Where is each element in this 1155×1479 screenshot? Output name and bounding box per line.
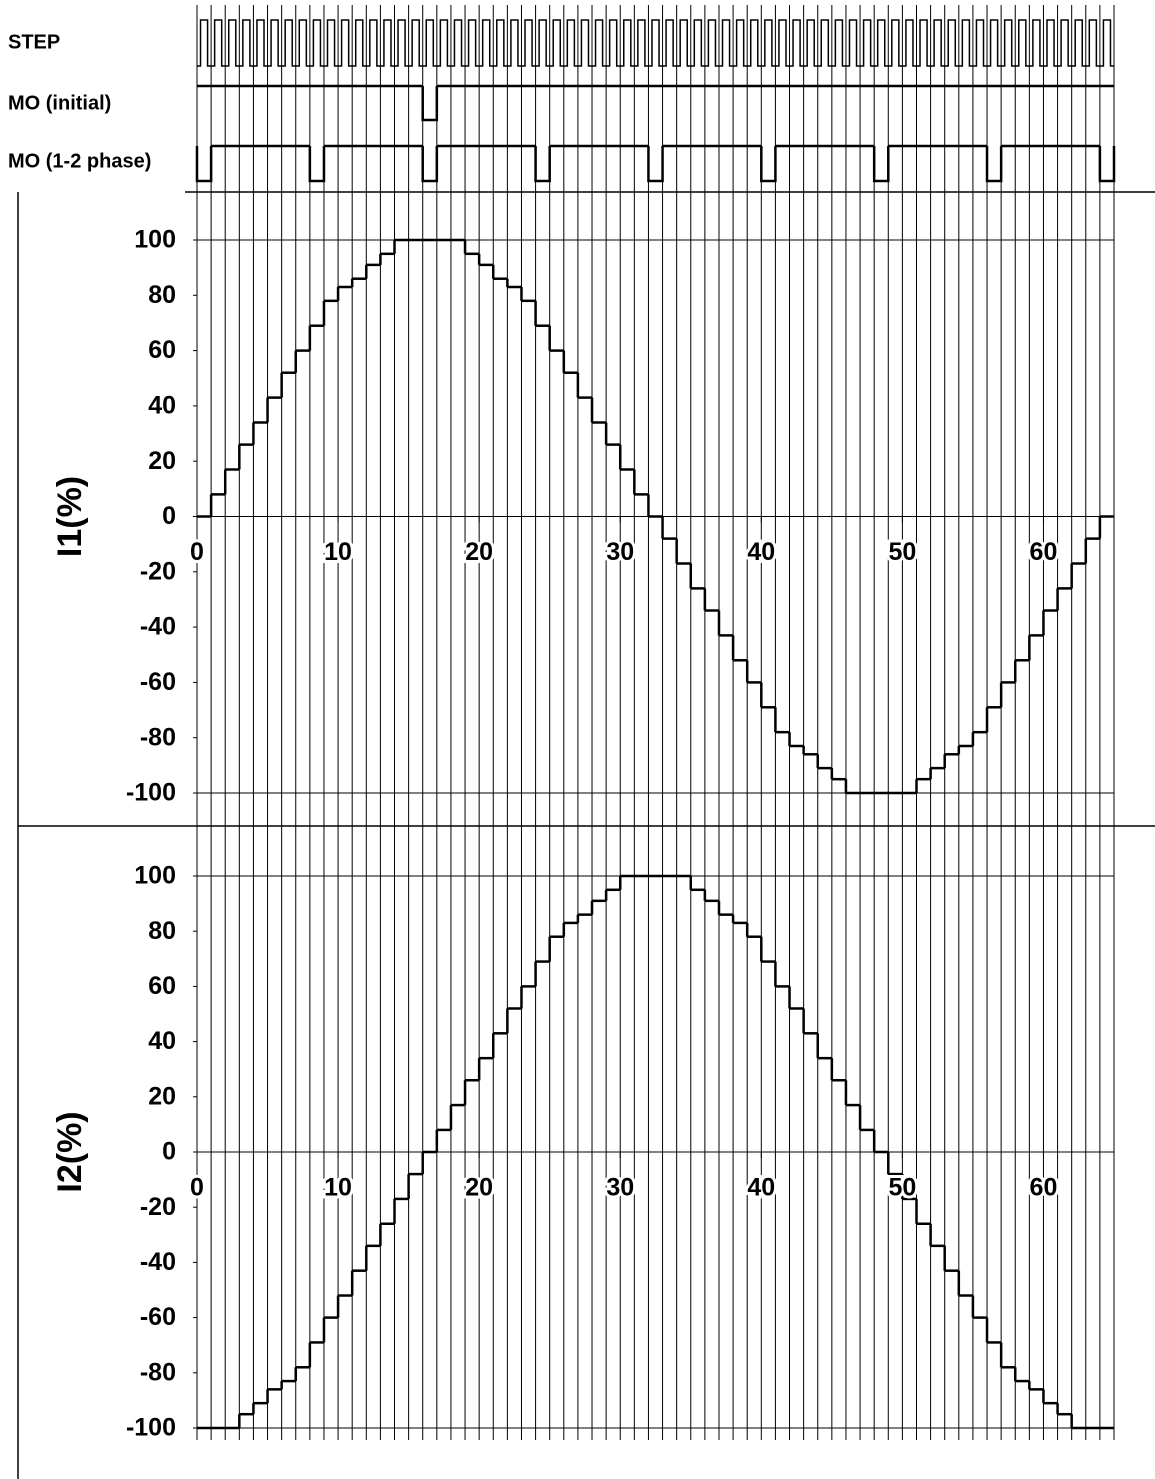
signal-label: STEP bbox=[8, 31, 60, 53]
signal-low-pulse bbox=[647, 146, 664, 183]
y-tick-label: 20 bbox=[148, 447, 176, 475]
signal-low-pulse bbox=[421, 146, 439, 183]
signal-low-pulse bbox=[421, 86, 439, 122]
signal-label: MO (initial) bbox=[8, 92, 111, 114]
x-tick-label: 10 bbox=[324, 1174, 352, 1202]
signal-low-pulse bbox=[1098, 146, 1116, 183]
y-tick-label: 0 bbox=[162, 502, 176, 530]
x-tick-label: 0 bbox=[190, 1174, 204, 1202]
x-tick-label: 40 bbox=[747, 538, 775, 566]
y-axis-label: I1(%) bbox=[51, 476, 89, 557]
y-tick-label: 20 bbox=[148, 1082, 176, 1110]
y-axis-label: I2(%) bbox=[51, 1111, 89, 1192]
y-tick-label: -40 bbox=[140, 1248, 176, 1276]
signal-low-pulse bbox=[534, 146, 551, 183]
signal-label: MO (1-2 phase) bbox=[8, 150, 151, 172]
y-tick-label: 0 bbox=[162, 1138, 176, 1166]
x-tick-label: 60 bbox=[1030, 1174, 1058, 1202]
signal-low-pulse bbox=[308, 146, 326, 183]
signal-low-pulse bbox=[195, 146, 213, 183]
y-tick-label: -80 bbox=[140, 1358, 176, 1386]
y-tick-label: -20 bbox=[140, 557, 176, 585]
x-tick-label: 40 bbox=[747, 1174, 775, 1202]
signal-low-pulse bbox=[872, 146, 890, 183]
y-tick-label: -80 bbox=[140, 723, 176, 751]
x-tick-label: 20 bbox=[465, 1174, 493, 1202]
x-tick-label: 30 bbox=[606, 538, 634, 566]
y-tick-label: -100 bbox=[126, 1414, 176, 1442]
x-tick-label: 60 bbox=[1030, 538, 1058, 566]
x-tick-label: 10 bbox=[324, 538, 352, 566]
x-tick-label: 0 bbox=[190, 538, 204, 566]
y-tick-label: 100 bbox=[134, 862, 176, 890]
y-tick-label: 40 bbox=[148, 392, 176, 420]
y-tick-label: 80 bbox=[148, 281, 176, 309]
x-tick-label: 50 bbox=[888, 538, 916, 566]
x-tick-label: 50 bbox=[888, 1174, 916, 1202]
y-tick-label: 40 bbox=[148, 1027, 176, 1055]
signal-low-pulse bbox=[760, 146, 777, 183]
y-tick-label: -20 bbox=[140, 1193, 176, 1221]
clock-signal bbox=[197, 19, 1114, 67]
y-tick-label: 60 bbox=[148, 336, 176, 364]
y-tick-label: 80 bbox=[148, 917, 176, 945]
y-tick-label: 60 bbox=[148, 972, 176, 1000]
signal-low-pulse bbox=[985, 146, 1003, 183]
y-tick-label: -40 bbox=[140, 613, 176, 641]
y-tick-label: 100 bbox=[134, 226, 176, 254]
y-tick-label: -60 bbox=[140, 668, 176, 696]
x-tick-label: 20 bbox=[465, 538, 493, 566]
grid bbox=[196, 5, 1115, 1440]
y-tick-label: -60 bbox=[140, 1303, 176, 1331]
y-tick-label: -100 bbox=[126, 779, 176, 807]
x-tick-label: 30 bbox=[606, 1174, 634, 1202]
